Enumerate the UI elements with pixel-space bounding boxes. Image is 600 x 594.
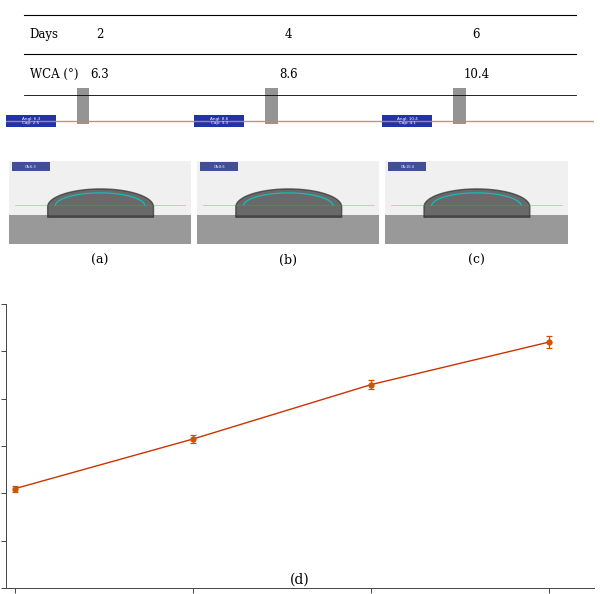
- Text: Cap: 3.3: Cap: 3.3: [211, 121, 228, 125]
- FancyBboxPatch shape: [388, 163, 427, 171]
- Text: (a): (a): [91, 254, 109, 267]
- FancyBboxPatch shape: [9, 215, 191, 245]
- Text: WCA (°): WCA (°): [29, 68, 78, 81]
- FancyBboxPatch shape: [9, 161, 191, 245]
- FancyBboxPatch shape: [200, 163, 238, 171]
- FancyBboxPatch shape: [77, 88, 89, 124]
- FancyBboxPatch shape: [385, 161, 568, 245]
- Text: 4: 4: [284, 28, 292, 41]
- Text: (d): (d): [290, 573, 310, 587]
- Text: 6: 6: [473, 28, 480, 41]
- FancyBboxPatch shape: [265, 88, 278, 124]
- Text: (b): (b): [279, 254, 297, 267]
- FancyBboxPatch shape: [382, 115, 432, 127]
- Text: Angl: 6.3: Angl: 6.3: [22, 116, 40, 121]
- Text: Cap: 4.1: Cap: 4.1: [399, 121, 416, 125]
- FancyBboxPatch shape: [197, 161, 379, 245]
- Text: CA:8.6: CA:8.6: [214, 165, 225, 169]
- Text: 10.4: 10.4: [463, 68, 490, 81]
- Text: Angl: 10.4: Angl: 10.4: [397, 116, 418, 121]
- Text: CA:10.4: CA:10.4: [400, 165, 414, 169]
- Text: Cap: 2.5: Cap: 2.5: [22, 121, 40, 125]
- Text: Angl: 8.6: Angl: 8.6: [210, 116, 229, 121]
- Text: 2: 2: [97, 28, 104, 41]
- Text: 6.3: 6.3: [91, 68, 109, 81]
- FancyBboxPatch shape: [6, 115, 56, 127]
- Text: Days: Days: [29, 28, 59, 41]
- FancyBboxPatch shape: [385, 215, 568, 245]
- Text: (c): (c): [468, 254, 485, 267]
- FancyBboxPatch shape: [197, 215, 379, 245]
- Text: 8.6: 8.6: [279, 68, 298, 81]
- Text: CA:6.3: CA:6.3: [25, 165, 37, 169]
- FancyBboxPatch shape: [453, 88, 466, 124]
- FancyBboxPatch shape: [12, 163, 50, 171]
- FancyBboxPatch shape: [194, 115, 244, 127]
